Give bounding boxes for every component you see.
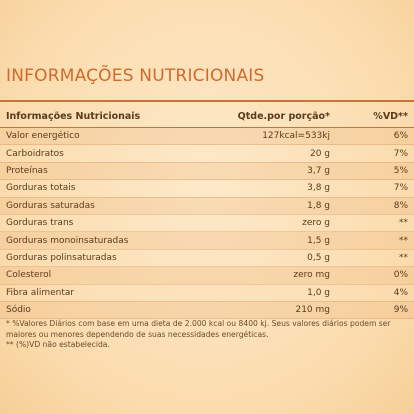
- table-cell: **: [338, 231, 414, 250]
- table-cell: 9%: [338, 301, 414, 320]
- title-rule: [0, 100, 414, 102]
- table-row: Carboidratos 20 g 7%: [0, 144, 414, 163]
- table-cell: Gorduras saturadas: [0, 197, 210, 215]
- table-cell: Gorduras trans: [0, 214, 210, 233]
- table-cell: 20 g: [210, 144, 338, 163]
- table-row: Gorduras trans zero g **: [0, 214, 414, 233]
- table-cell: **: [338, 249, 414, 268]
- header-cell: Qtde.por porção*: [210, 106, 338, 128]
- table-row: Fibra alimentar 1,0 g 4%: [0, 284, 414, 302]
- table-cell: 3,7 g: [210, 162, 338, 181]
- table-row: Gorduras polinsaturadas 0,5 g **: [0, 249, 414, 268]
- table-cell: Proteínas: [0, 162, 210, 181]
- table-cell: 1,0 g: [210, 284, 338, 302]
- table-cell: Sódio: [0, 301, 210, 320]
- table-cell: zero g: [210, 214, 338, 233]
- table-row: Gorduras monoinsaturadas 1,5 g **: [0, 231, 414, 250]
- table-cell: 7%: [338, 179, 414, 198]
- table-body: Valor energético 127kcal=533kj 6% Carboidra…: [0, 127, 414, 320]
- table-row: Proteínas 3,7 g 5%: [0, 162, 414, 181]
- table-row: Gorduras totais 3,8 g 7%: [0, 179, 414, 198]
- table-cell: 4%: [338, 284, 414, 302]
- footnotes: * %Valores Diários com base em uma dieta…: [6, 319, 410, 351]
- table-cell: 127kcal=533kj: [210, 127, 338, 146]
- nutrition-table: Informações Nutricionais Qtde.por porção*…: [0, 106, 414, 320]
- table-cell: Fibra alimentar: [0, 284, 210, 302]
- table-cell: 3,8 g: [210, 179, 338, 198]
- title: INFORMAÇÕES NUTRICIONAIS: [6, 66, 265, 86]
- table-cell: 1,8 g: [210, 197, 338, 215]
- table-cell: 7%: [338, 144, 414, 163]
- table-cell: Colesterol: [0, 266, 210, 285]
- table-row: Valor energético 127kcal=533kj 6%: [0, 127, 414, 146]
- table-cell: Gorduras monoinsaturadas: [0, 231, 210, 250]
- table-cell: 1,5 g: [210, 231, 338, 250]
- table-row: Colesterol zero mg 0%: [0, 266, 414, 285]
- header-cell: Informações Nutricionais: [0, 106, 210, 128]
- table-cell: zero mg: [210, 266, 338, 285]
- table-cell: 0%: [338, 266, 414, 285]
- table-cell: Gorduras polinsaturadas: [0, 249, 210, 268]
- table-cell: 6%: [338, 127, 414, 146]
- footnote: * %Valores Diários com base em uma dieta…: [6, 319, 391, 339]
- table-cell: Carboidratos: [0, 144, 210, 163]
- table-row: Gorduras saturadas 1,8 g 8%: [0, 197, 414, 215]
- table-cell: Gorduras totais: [0, 179, 210, 198]
- table-cell: 210 mg: [210, 301, 338, 320]
- header-cell: %VD**: [338, 106, 414, 128]
- table-cell: Valor energético: [0, 127, 210, 146]
- table-cell: **: [338, 214, 414, 233]
- table-row: Sódio 210 mg 9%: [0, 301, 414, 320]
- table-cell: 0,5 g: [210, 249, 338, 268]
- table-cell: 8%: [338, 197, 414, 215]
- footnote: ** (%)VD não estabelecida.: [6, 340, 110, 349]
- header-row: Informações Nutricionais Qtde.por porção*…: [0, 106, 414, 128]
- table-cell: 5%: [338, 162, 414, 181]
